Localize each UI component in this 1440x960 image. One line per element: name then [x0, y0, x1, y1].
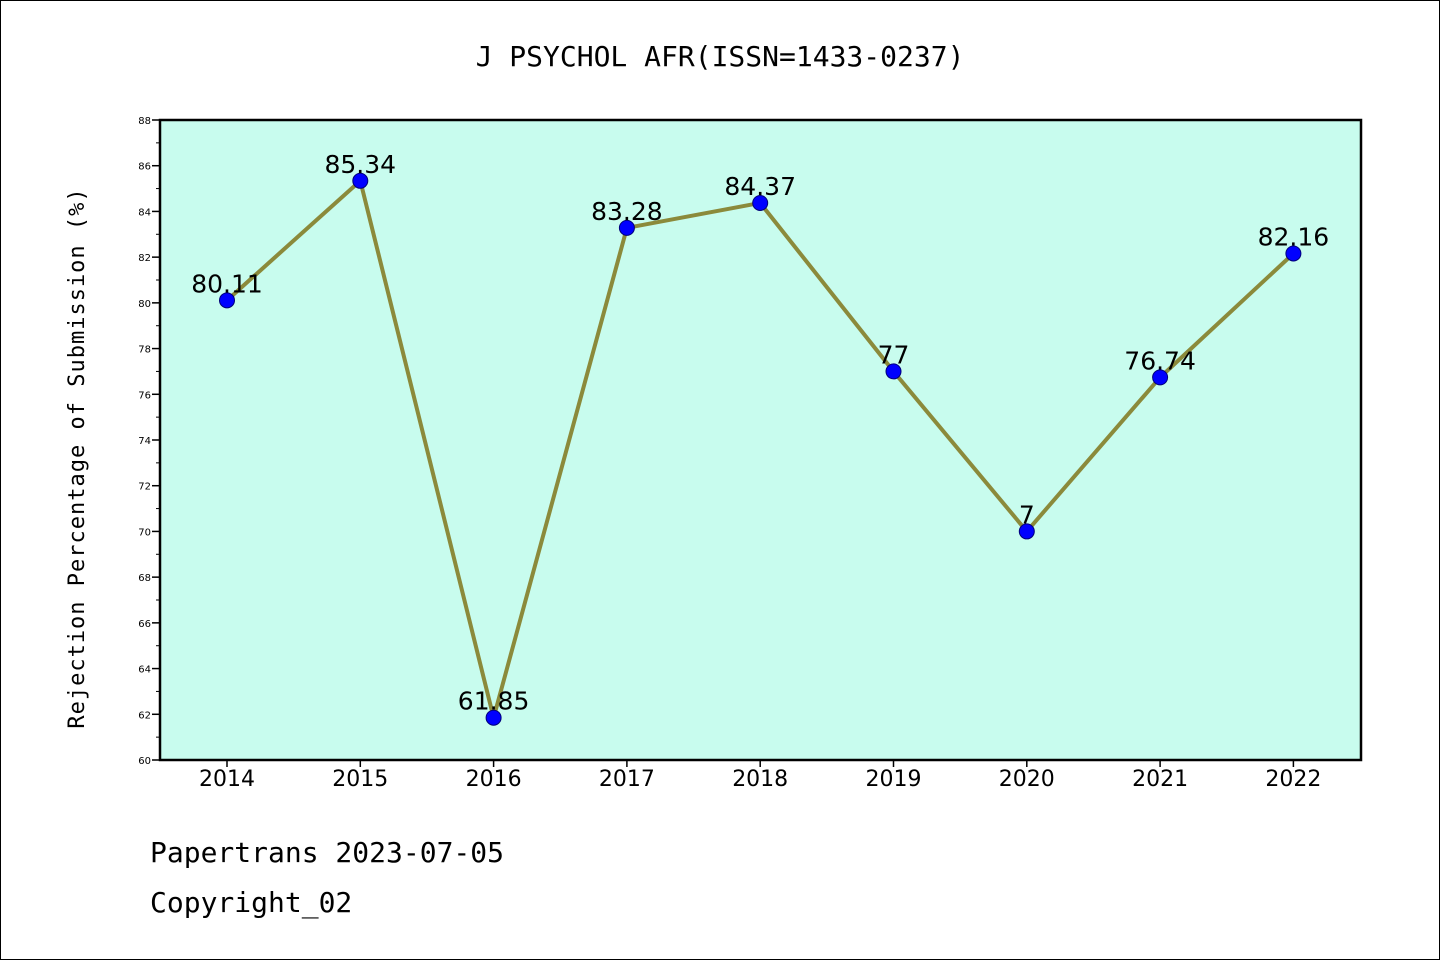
x-tick-label: 2014 [199, 767, 255, 792]
axis-ticks [152, 119, 1295, 767]
data-point-marker [618, 219, 635, 236]
data-point-marker [219, 292, 235, 309]
y-tick-labels: 60 62 64 66 68 70 72 74 76 78 80 82 84 86 88 [138, 116, 151, 767]
y-tick-label: 62 [138, 710, 151, 721]
data-markers [219, 172, 1302, 726]
plot-area [160, 120, 1361, 760]
y-tick-label: 74 [138, 436, 151, 447]
footer-copyright-text: Copyright_02 [150, 886, 353, 919]
data-point-marker [885, 363, 902, 380]
data-point-marker [485, 709, 502, 726]
data-point-marker [1152, 369, 1169, 386]
x-tick-label: 2016 [466, 767, 522, 792]
data-point-label: 76.74 [1124, 346, 1196, 375]
y-tick-label: 84 [138, 207, 151, 218]
data-point-label: 77 [878, 340, 910, 369]
data-point-marker [1018, 523, 1035, 540]
x-tick-label: 2018 [732, 767, 788, 792]
x-tick-label: 2019 [866, 767, 922, 792]
data-point-marker [352, 172, 369, 189]
x-tick-label: 2015 [332, 767, 388, 792]
y-tick-label: 60 [138, 756, 151, 767]
chart-title: J PSYCHOL AFR(ISSN=1433-0237) [476, 40, 965, 73]
y-tick-label: 70 [138, 527, 151, 538]
y-tick-label: 66 [138, 619, 151, 630]
plot-border [158, 118, 1363, 762]
data-point-label: 82.16 [1258, 222, 1330, 251]
y-axis-label: Rejection Percentage of Submission (%) [65, 187, 90, 728]
x-tick-label: 2021 [1132, 767, 1188, 792]
footer-date-text: Papertrans 2023-07-05 [150, 836, 505, 869]
y-tick-label: 64 [138, 665, 151, 676]
y-tick-label: 86 [138, 162, 151, 173]
data-point-label: 80.11 [191, 269, 263, 298]
data-point-label: 83.28 [591, 197, 663, 226]
data-point-label: 85.34 [325, 150, 397, 179]
y-tick-label: 68 [138, 573, 151, 584]
y-tick-label: 76 [138, 390, 151, 401]
y-tick-label: 80 [138, 299, 151, 310]
y-tick-label: 88 [138, 116, 151, 127]
data-point-label: 61.85 [458, 687, 530, 716]
y-tick-label: 78 [138, 345, 151, 356]
x-tick-labels: 2014 2015 2016 2017 2018 2019 2020 2021 2022 [199, 767, 1321, 792]
data-point-marker [1285, 245, 1302, 262]
data-point-label: 7 [1019, 500, 1035, 529]
x-tick-label: 2022 [1265, 767, 1321, 792]
data-point-label: 84.37 [724, 172, 796, 201]
y-tick-label: 72 [138, 482, 151, 493]
x-tick-label: 2020 [999, 767, 1055, 792]
data-point-marker [752, 194, 769, 211]
y-tick-label: 82 [138, 253, 151, 264]
x-tick-label: 2017 [599, 767, 655, 792]
